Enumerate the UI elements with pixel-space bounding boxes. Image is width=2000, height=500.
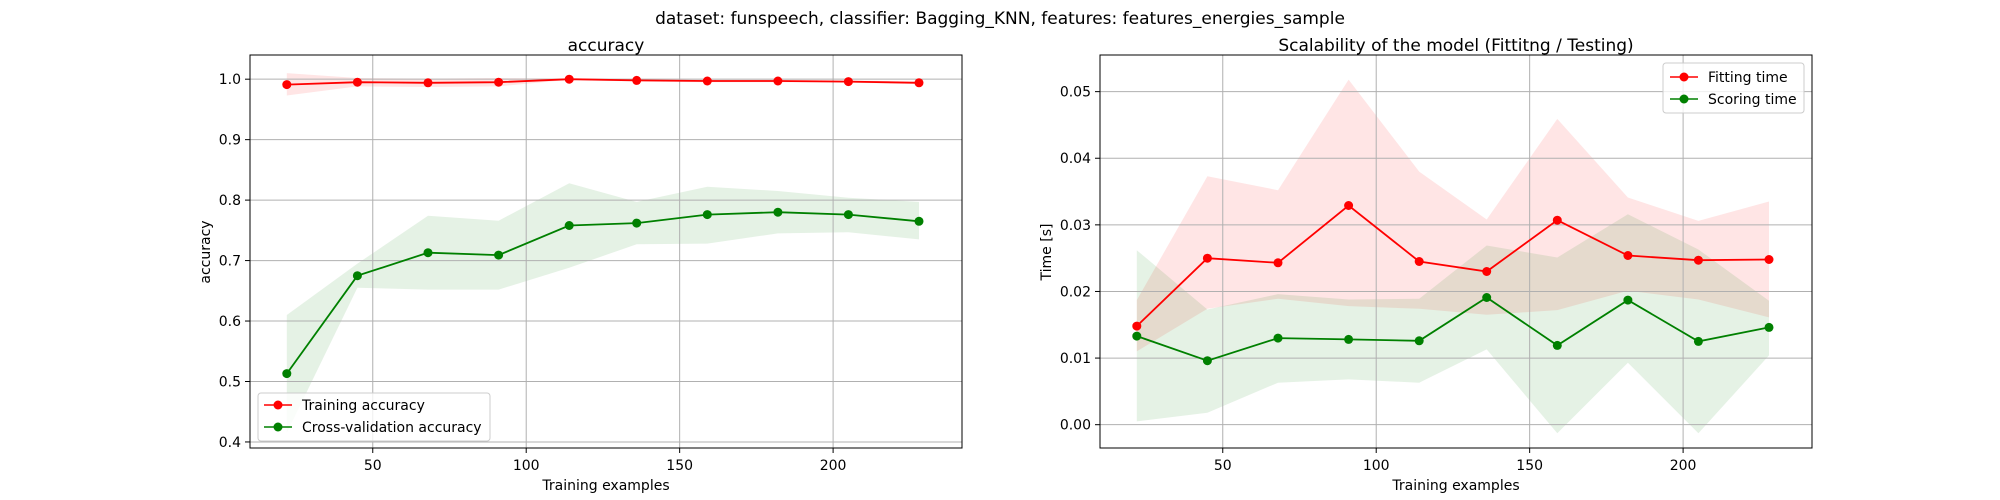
figure-suptitle: dataset: funspeech, classifier: Bagging_…: [655, 9, 1345, 29]
scoring-time-point: [1132, 331, 1142, 341]
scoring-time-point: [1623, 295, 1633, 305]
scoring-time-point: [1414, 336, 1424, 346]
scalability-y-tick-label: 0.01: [1060, 351, 1091, 367]
accuracy-y-tick-label: 1.0: [219, 72, 241, 88]
scalability-x-axis-label: Training examples: [1391, 478, 1519, 494]
legend-label-cross-validation-accuracy: Cross-validation accuracy: [302, 420, 482, 436]
scalability-plot-frame: [1099, 54, 1813, 449]
training-accuracy-point: [773, 76, 783, 86]
accuracy-x-tick-label: 150: [666, 458, 693, 474]
cross-validation-accuracy-point: [632, 218, 642, 228]
scalability-y-tick-label: 0.05: [1060, 85, 1091, 101]
cross-validation-accuracy-point: [843, 210, 853, 220]
accuracy-legend-box: [257, 392, 491, 442]
fitting-time-point: [1693, 255, 1703, 265]
accuracy-y-tick-label: 0.8: [219, 193, 241, 209]
accuracy-y-tick-label: 0.9: [219, 133, 241, 149]
training-accuracy-point: [914, 78, 924, 88]
fitting-time-band: [1136, 79, 1769, 352]
scalability-y-axis-label: Time [s]: [1039, 224, 1055, 282]
scalability-subplot: 50 100 150 200 0.00 0.01 0.02 0.03 0.04 0.05 Sca…: [1039, 36, 1813, 494]
scoring-time-point: [1482, 293, 1492, 302]
scoring-time-point: [1344, 334, 1354, 344]
cross-validation-accuracy-band: [286, 183, 919, 433]
fitting-time-point: [1414, 257, 1424, 266]
training-accuracy-band: [286, 73, 919, 96]
cross-validation-accuracy-line: [286, 211, 920, 375]
fitting-time-point: [1273, 258, 1283, 268]
cross-validation-accuracy-point: [773, 207, 783, 217]
accuracy-y-tick-label: 0.4: [219, 435, 241, 451]
fitting-time-line: [1136, 204, 1770, 327]
scoring-time-point: [1273, 333, 1283, 343]
accuracy-title: accuracy: [568, 36, 645, 56]
legend-marker-training-accuracy: [273, 400, 283, 410]
training-accuracy-point: [423, 78, 433, 88]
accuracy-y-tick-label: 0.5: [219, 374, 241, 390]
scoring-time-point: [1764, 322, 1774, 332]
training-accuracy-line: [286, 78, 920, 86]
legend-marker-scoring-time: [1679, 94, 1689, 104]
scalability-y-tick-label: 0.04: [1060, 151, 1091, 167]
scalability-x-tick-label: 200: [1670, 458, 1697, 474]
accuracy-plot-frame: [249, 54, 963, 449]
legend-label-scoring-time: Scoring time: [1708, 92, 1797, 108]
fitting-time-point: [1482, 267, 1492, 276]
scalability-legend: Fitting time Scoring time: [1662, 62, 1805, 114]
accuracy-y-axis-label: accuracy: [198, 220, 214, 283]
cross-validation-accuracy-point: [494, 250, 504, 260]
scoring-time-point: [1693, 336, 1703, 346]
fitting-time-point: [1552, 215, 1562, 225]
cross-validation-accuracy-point: [914, 216, 924, 226]
training-accuracy-point: [564, 74, 574, 84]
fitting-time-point: [1132, 321, 1142, 331]
training-accuracy-point: [494, 77, 504, 87]
scalability-title: Scalability of the model (Fittitng / Tes…: [1278, 36, 1633, 56]
fitting-time-point: [1764, 255, 1774, 264]
scalability-y-tick-label: 0.03: [1060, 218, 1091, 234]
scalability-x-tick-label: 150: [1516, 458, 1543, 474]
cross-validation-accuracy-point: [702, 210, 712, 220]
fitting-time-point: [1344, 201, 1354, 210]
scoring-time-line: [1136, 296, 1770, 362]
scoring-time-point: [1202, 356, 1212, 366]
accuracy-legend: Training accuracy Cross-validation accur…: [257, 392, 491, 442]
accuracy-y-tick-label: 0.7: [219, 254, 241, 270]
accuracy-y-tick-label: 0.6: [219, 314, 241, 330]
training-accuracy-point: [702, 76, 712, 86]
accuracy-x-axis-label: Training examples: [541, 478, 669, 494]
fitting-time-point: [1623, 251, 1633, 260]
legend-label-fitting-time: Fitting time: [1708, 70, 1788, 86]
fitting-time-point: [1202, 253, 1212, 263]
legend-marker-cross-validation-accuracy: [273, 422, 283, 432]
accuracy-x-tick-label: 200: [820, 458, 847, 474]
cross-validation-accuracy-point: [282, 369, 292, 379]
legend-marker-fitting-time: [1679, 72, 1689, 82]
training-accuracy-point: [632, 75, 642, 85]
scalability-y-tick-label: 0.00: [1060, 418, 1091, 434]
accuracy-x-tick-label: 100: [513, 458, 540, 474]
accuracy-x-tick-label: 50: [364, 458, 382, 474]
scoring-time-point: [1552, 340, 1562, 350]
cross-validation-accuracy-point: [352, 271, 362, 281]
cross-validation-accuracy-point: [564, 221, 574, 230]
scalability-legend-box: [1662, 62, 1805, 114]
scalability-y-tick-label: 0.02: [1060, 284, 1091, 300]
cross-validation-accuracy-point: [423, 248, 433, 258]
training-accuracy-point: [352, 77, 362, 87]
training-accuracy-point: [843, 77, 853, 87]
accuracy-subplot: 50 100 150 200 0.4 0.5 0.6 0.7 0.8 0.9 1.0 accura…: [198, 36, 963, 494]
scalability-x-tick-label: 50: [1214, 458, 1232, 474]
scalability-x-tick-label: 100: [1363, 458, 1390, 474]
training-accuracy-point: [282, 80, 292, 90]
scoring-time-band: [1136, 214, 1769, 434]
legend-label-training-accuracy: Training accuracy: [301, 398, 425, 414]
